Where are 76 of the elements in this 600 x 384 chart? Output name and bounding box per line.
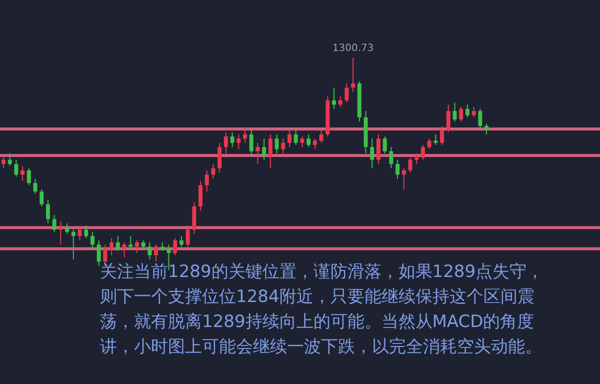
candlestick — [452, 102, 457, 122]
candlestick — [370, 138, 374, 169]
text: 则下一个支撑位位1284附近，只要能继续保持这个区间震 — [100, 287, 534, 307]
candlestick — [154, 244, 158, 262]
candlestick — [434, 134, 438, 146]
candlestick — [306, 134, 311, 148]
candlestick — [281, 138, 286, 154]
candlestick — [300, 136, 304, 148]
candlestick — [294, 130, 298, 146]
candlestick — [134, 240, 139, 254]
candlestick — [402, 168, 406, 190]
candlestick — [14, 159, 18, 178]
candlestick — [78, 227, 82, 241]
candlestick — [382, 136, 387, 154]
candlestick — [408, 157, 412, 173]
text: 荡，就有脱离1289持续向上的可能。当然从MACD的角度 — [100, 312, 534, 332]
candlestick — [256, 142, 260, 164]
candlestick — [8, 152, 12, 167]
candlestick — [312, 138, 317, 150]
candlestick — [465, 104, 470, 118]
candlestick — [40, 188, 44, 207]
candlestick — [71, 229, 76, 260]
candlestick — [198, 180, 203, 212]
candlestick — [268, 134, 272, 169]
candlestick — [20, 166, 25, 182]
candlestick — [218, 142, 222, 173]
candlestick — [211, 164, 216, 180]
candlestick — [440, 125, 444, 146]
candlestick — [236, 134, 241, 150]
candlestick — [249, 130, 254, 156]
candlestick — [46, 200, 50, 224]
candlestick — [484, 123, 489, 135]
candlestick — [96, 240, 101, 266]
candlestick — [243, 127, 247, 144]
candlestick — [204, 170, 209, 192]
candlestick — [179, 236, 184, 248]
candlestick — [173, 238, 178, 256]
candlestick — [478, 108, 482, 128]
candlestick — [376, 134, 380, 164]
candlestick — [389, 146, 394, 169]
candlestick — [332, 87, 336, 110]
candlestick — [287, 130, 292, 148]
candlestick — [414, 152, 419, 164]
candlestick — [224, 132, 228, 154]
candlestick — [84, 224, 88, 239]
annotation: 关注当前1289的关键位置，谨防滑落，如果1289点失守， — [100, 262, 544, 282]
candlestick — [396, 159, 400, 180]
candlestick — [420, 144, 425, 160]
candlestick — [116, 236, 120, 252]
candlestick — [1, 155, 6, 169]
candlestick — [128, 236, 133, 250]
candlestick — [186, 224, 190, 248]
candlestick — [338, 96, 342, 108]
candlestick — [110, 238, 114, 256]
candlestick — [262, 138, 266, 160]
candlestick — [52, 214, 56, 232]
candlestick — [122, 242, 126, 258]
annotation: 1300.73 — [332, 43, 374, 54]
candlestick — [58, 220, 63, 246]
text: 讲，小时图上可能会继续一波下跌，以完全消耗空头动能。 — [100, 337, 542, 357]
candlestick — [230, 132, 234, 148]
candlestick — [427, 138, 432, 150]
candlestick — [148, 242, 152, 260]
candlestick — [192, 202, 196, 234]
candlestick — [33, 178, 38, 194]
candlestick — [351, 58, 356, 92]
candlestick — [319, 130, 324, 144]
candlestick — [65, 222, 70, 234]
candlestick — [472, 106, 476, 118]
candlestick — [459, 106, 464, 122]
candlestick — [166, 244, 171, 270]
candlestick — [344, 82, 349, 104]
candlestick — [446, 104, 450, 133]
candlestick — [26, 168, 31, 186]
candlestick — [274, 134, 279, 154]
candlestick — [90, 231, 94, 250]
